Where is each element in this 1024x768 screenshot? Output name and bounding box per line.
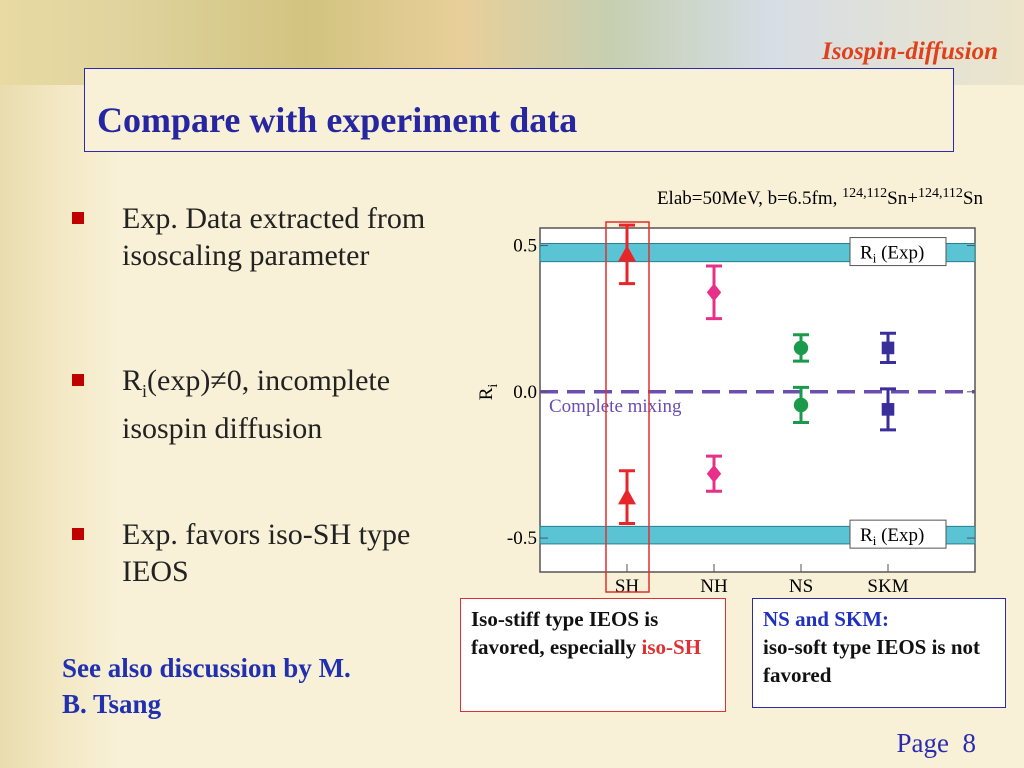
marker <box>706 464 722 483</box>
x-tick-label: NS <box>789 576 813 597</box>
text: Iso-stiff type IEOS is favored, especial… <box>471 607 659 659</box>
text: (Exp) <box>876 243 924 264</box>
title-box: Compare with experiment data <box>84 68 954 152</box>
text: R <box>860 525 873 546</box>
text: i <box>486 384 501 388</box>
bullet-text: Exp. favors iso-SH type IEOS <box>122 518 411 588</box>
band-label-box <box>849 519 947 549</box>
marker <box>793 340 809 356</box>
marker <box>793 397 809 413</box>
slide-title: Compare with experiment data <box>97 100 578 140</box>
page-number: Page 8 <box>897 728 976 759</box>
y-tick-label: 0.5 <box>513 236 537 257</box>
x-tick-label: SKM <box>867 576 908 597</box>
bullet: Ri(exp)≠0, incomplete isospin diffusion <box>72 362 452 447</box>
text: Sn+ <box>887 188 918 209</box>
text: R <box>476 387 497 400</box>
text: iso-soft type IEOS is not favored <box>763 635 981 687</box>
marker <box>706 283 722 302</box>
plot-area <box>539 227 976 573</box>
callout: Iso-stiff type IEOS is favored, especial… <box>460 598 726 712</box>
x-tick-label: SH <box>615 576 640 597</box>
band-label: Ri (Exp) <box>860 525 924 548</box>
text: i <box>142 381 148 401</box>
text: Elab=50MeV, b=6.5fm, <box>657 188 842 209</box>
bullet-text: Exp. Data extracted from isoscaling para… <box>122 202 426 272</box>
section-tag: Isospin-diffusion <box>822 38 998 65</box>
marker <box>618 245 636 262</box>
text: Page <box>896 728 949 758</box>
text: Sn <box>963 188 984 209</box>
text: (Exp) <box>876 525 924 546</box>
text: R <box>122 364 143 397</box>
marker <box>881 403 895 416</box>
text: NS and SKM: <box>763 607 890 631</box>
note: See also discussion by M. B. Tsang <box>62 653 351 719</box>
band-label: Ri (Exp) <box>860 243 924 266</box>
chart-title: Elab=50MeV, b=6.5fm, 124,112Sn+124,112Sn <box>657 186 984 209</box>
text: iso-SH <box>641 635 702 659</box>
x-tick-label: NH <box>700 576 728 597</box>
text: 124,112 <box>842 186 887 201</box>
reference-label: Complete mixing <box>549 396 682 417</box>
text: i <box>873 533 877 548</box>
y-tick-label: -0.5 <box>507 528 537 549</box>
y-tick-label: 0.0 <box>513 382 537 403</box>
marker <box>881 341 895 355</box>
text: R <box>860 243 873 264</box>
bullet: Exp. Data extracted from isoscaling para… <box>72 200 452 274</box>
callout: NS and SKM: iso-soft type IEOS is not fav… <box>752 598 1006 708</box>
bullet-text: Ri(exp)≠0, incomplete isospin diffusion <box>122 362 452 447</box>
text: i <box>873 251 877 266</box>
text: 124,112 <box>918 186 963 201</box>
bullet: Exp. favors iso-SH type IEOS <box>72 516 452 590</box>
text: (exp)≠0, incomplete isospin diffusion <box>122 364 391 445</box>
highlight-box <box>605 221 650 593</box>
text: 8 <box>962 728 977 758</box>
marker <box>618 488 636 505</box>
band-label-box <box>849 237 947 267</box>
y-axis-label: Ri <box>476 384 501 401</box>
